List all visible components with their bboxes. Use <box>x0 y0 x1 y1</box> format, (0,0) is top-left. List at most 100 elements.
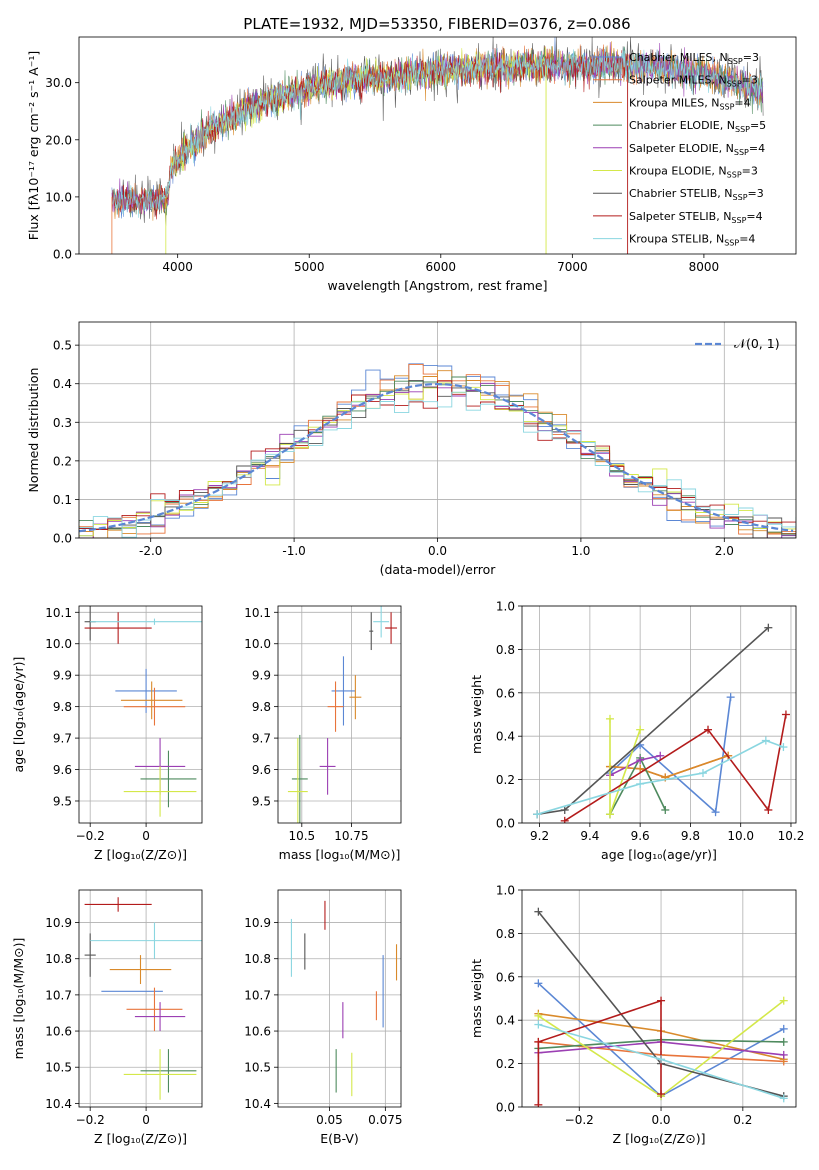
spectrum-line-kroupa-stelib <box>111 47 764 218</box>
y-tick-label: 9.7 <box>252 732 271 746</box>
legend-label: Kroupa STELIB, NSSP=4 <box>629 233 755 248</box>
x-tick-label: 0.05 <box>316 1113 343 1127</box>
errorbar-point <box>319 738 336 795</box>
x-tick-label: −0.2 <box>76 829 105 843</box>
y-tick-label: 1.0 <box>496 600 515 614</box>
y-tick-label: 0.0 <box>496 1101 515 1115</box>
x-tick-label: 6000 <box>426 260 457 274</box>
y-tick-label: 0.2 <box>496 1057 515 1071</box>
x-tick-label: 9.6 <box>631 829 650 843</box>
weight-line <box>564 714 787 822</box>
weight-series-kroupa-stelib <box>534 1020 788 1103</box>
errorbar-point <box>373 606 390 638</box>
y-tick-label: 10.8 <box>45 952 72 966</box>
x-tick-label: 0.0 <box>651 1113 670 1127</box>
legend-label: Salpeter STELIB, NSSP=4 <box>629 210 763 225</box>
x-axis-label: wavelength [Angstrom, rest frame] <box>327 278 547 293</box>
legend-label: Salpeter ELODIE, NSSP=4 <box>629 142 765 157</box>
y-tick-label: 20.0 <box>45 133 72 147</box>
errorbar-point <box>123 687 186 726</box>
y-tick-label: 10.0 <box>244 637 271 651</box>
errorbar-point <box>140 750 197 808</box>
y-tick-label: 1.0 <box>496 884 515 898</box>
y-tick-label: 0.0 <box>496 817 515 831</box>
x-tick-label: 0.075 <box>368 1113 402 1127</box>
y-tick-label: 0.2 <box>53 454 72 468</box>
x-tick-label: −0.2 <box>565 1113 594 1127</box>
x-tick-label: 5000 <box>294 260 325 274</box>
weight-line <box>536 739 784 816</box>
y-tick-label: 0.3 <box>53 416 72 430</box>
weight-line <box>609 696 732 814</box>
y-axis-label: Normed distribution <box>26 368 41 493</box>
axes-frame <box>277 605 402 824</box>
axes-frame <box>78 889 203 1108</box>
x-tick-label: 8000 <box>689 260 720 274</box>
y-tick-label: 0.6 <box>496 686 515 700</box>
y-tick-label: 10.5 <box>244 1061 271 1075</box>
y-tick-label: 9.9 <box>252 669 271 683</box>
x-tick-label: 10.75 <box>334 829 368 843</box>
errorbar-point <box>90 922 202 959</box>
x-axis-label: age [log₁₀(age/yr)] <box>601 847 717 862</box>
x-tick-label: 0.2 <box>733 1113 752 1127</box>
y-tick-label: 10.1 <box>244 606 271 620</box>
x-tick-label: −0.2 <box>76 1113 105 1127</box>
axes-weight-vs-age: 9.2 9.4 9.6 9.8 10.0 10.2 0.0 0.2 0.4 0.6 0.8 1.0 ag… <box>469 600 804 863</box>
legend-label: Chabrier STELIB, NSSP=3 <box>629 187 764 202</box>
x-tick-label: 9.2 <box>530 829 549 843</box>
weight-series-salpeter-stelib <box>560 710 790 823</box>
figure-title: PLATE=1932, MJD=53350, FIBERID=0376, z=0… <box>243 15 630 33</box>
y-tick-label: 0.1 <box>53 493 72 507</box>
y-tick-label: 10.8 <box>244 952 271 966</box>
x-tick-label: 1.0 <box>571 544 590 558</box>
errorbar-point <box>84 612 152 644</box>
errorbar-point <box>115 668 177 713</box>
y-tick-label: 30.0 <box>45 76 72 90</box>
errorbar-point <box>140 1049 197 1093</box>
y-tick-label: 0.6 <box>496 970 515 984</box>
chart-layer: 4000 5000 6000 7000 8000 0.0 10.0 20.0 30.0 wavel… <box>11 36 804 1146</box>
y-tick-label: 10.0 <box>45 190 72 204</box>
y-tick-label: 10.4 <box>244 1097 271 1111</box>
x-axis-label: E(B-V) <box>320 1131 359 1146</box>
y-tick-label: 0.5 <box>53 339 72 353</box>
y-tick-label: 10.4 <box>45 1097 72 1111</box>
errorbar-point <box>291 734 308 823</box>
y-axis-label: age [log₁₀(age/yr)] <box>11 657 26 773</box>
weight-series-chabrier-stelib <box>533 623 773 819</box>
x-axis-label: Z [log₁₀(Z/Z⊙)] <box>94 1131 187 1146</box>
x-tick-label: 9.8 <box>681 829 700 843</box>
errorbar-point <box>385 612 398 644</box>
y-tick-label: 0.8 <box>496 643 515 657</box>
errorbar-point <box>327 681 344 732</box>
errorbar-point <box>349 675 362 720</box>
axes-weight-vs-Z: −0.2 0.0 0.2 0.0 0.2 0.4 0.6 0.8 1.0 Z [log₁₀(Z/Z… <box>469 884 797 1146</box>
axes-mass-vs-Z: −0.2 0 10.4 10.5 10.6 10.7 10.8 10.9 Z [log₁₀(Z/… <box>11 889 203 1146</box>
y-tick-label: 9.9 <box>53 669 72 683</box>
histogram-kroupa-stelib <box>79 391 796 538</box>
y-tick-label: 10.0 <box>45 637 72 651</box>
y-tick-label: 10.7 <box>45 988 72 1002</box>
weight-line <box>537 999 662 1105</box>
x-axis-label: mass [log₁₀(M/M⊙)] <box>279 847 401 862</box>
axes-frame <box>78 36 797 255</box>
x-axis-label: Z [log₁₀(Z/Z⊙)] <box>94 847 187 862</box>
legend-label: Chabrier ELODIE, NSSP=5 <box>629 119 766 134</box>
x-axis-label: Z [log₁₀(Z/Z⊙)] <box>613 1131 706 1146</box>
x-tick-label: 0 <box>142 1113 150 1127</box>
y-axis-label: Flux [fλ10⁻¹⁷ erg cm⁻² s⁻¹ A⁻¹] <box>26 51 41 240</box>
errorbar-point <box>369 612 374 651</box>
normal-curve <box>79 382 794 533</box>
x-tick-label: 9.4 <box>580 829 599 843</box>
x-tick-label: 10.0 <box>727 829 754 843</box>
y-tick-label: 0.8 <box>496 927 515 941</box>
axes-mass-vs-ebv: 0.05 0.075 10.4 10.5 10.6 10.7 10.8 10.9 E(B-V) <box>244 889 403 1146</box>
y-axis-label: mass [log₁₀(M/M⊙)] <box>11 938 26 1060</box>
y-tick-label: 10.6 <box>45 1025 72 1039</box>
x-tick-label: 10.2 <box>778 829 805 843</box>
x-tick-label: 0 <box>142 829 150 843</box>
y-tick-label: 9.5 <box>53 794 72 808</box>
axes-frame <box>277 889 402 1108</box>
